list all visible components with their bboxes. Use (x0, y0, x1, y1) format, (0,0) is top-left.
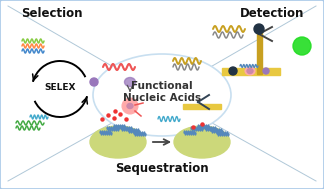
Circle shape (254, 24, 264, 34)
Ellipse shape (174, 126, 230, 158)
Text: Selection: Selection (21, 7, 83, 20)
Text: SELEX: SELEX (44, 84, 76, 92)
Circle shape (263, 68, 269, 74)
Ellipse shape (90, 126, 146, 158)
Bar (222, 68, 280, 75)
Ellipse shape (247, 68, 253, 74)
Ellipse shape (93, 54, 231, 136)
Bar (183, 104, 221, 109)
Text: Detection: Detection (240, 7, 304, 20)
Ellipse shape (124, 77, 135, 87)
Ellipse shape (127, 104, 133, 108)
Text: Sequestration: Sequestration (115, 162, 209, 175)
Circle shape (90, 78, 98, 86)
Bar (257, 32, 262, 74)
Ellipse shape (245, 67, 255, 75)
Circle shape (229, 67, 237, 75)
Circle shape (122, 98, 138, 114)
Text: Functional
Nucleic Acids: Functional Nucleic Acids (123, 81, 201, 103)
Circle shape (293, 37, 311, 55)
